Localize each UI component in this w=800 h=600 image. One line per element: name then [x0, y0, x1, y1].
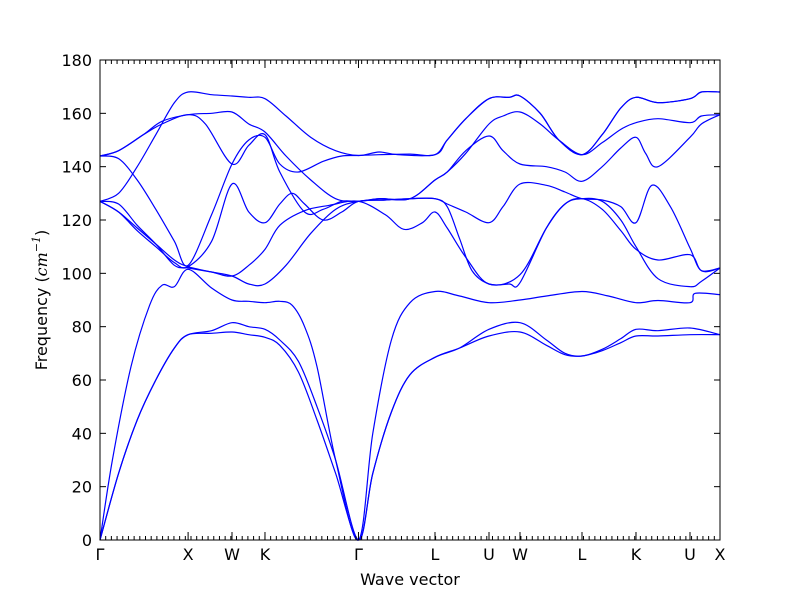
band-lines — [99, 90, 721, 541]
x-tick-label: K — [631, 545, 642, 564]
band-line-9 — [99, 110, 721, 203]
y-tick-label: 100 — [61, 264, 92, 283]
x-tick-label: X — [715, 545, 726, 564]
y-tick-label: 40 — [72, 424, 92, 443]
y-axis-ticks: 0 20 40 60 80 100 120 140 160 180 — [61, 51, 720, 550]
y-axis-label: Frequency (cm−1) — [30, 230, 51, 371]
band-line-6 — [99, 197, 721, 288]
band-line-10 — [99, 90, 721, 202]
y-tick-label: 20 — [72, 478, 92, 497]
band-line-1 — [99, 330, 721, 541]
x-tick-label: K — [260, 545, 271, 564]
x-tick-label: W — [512, 545, 528, 564]
x-tick-label: X — [183, 545, 194, 564]
y-tick-label: 180 — [61, 51, 92, 70]
band-line-8 — [99, 114, 721, 216]
y-tick-label: 120 — [61, 211, 92, 230]
y-tick-label: 140 — [61, 158, 92, 177]
band-line-2 — [99, 321, 721, 541]
y-axis-label-unit: cm — [32, 252, 51, 276]
x-tick-label: L — [431, 545, 440, 564]
x-tick-label: U — [483, 545, 495, 564]
x-tick-label: Γ — [354, 545, 363, 564]
y-axis-label-text: Frequency ( — [32, 276, 51, 370]
y-tick-label: 80 — [72, 318, 92, 337]
band-line-4 — [99, 197, 721, 286]
y-axis-label-exp: −1 — [30, 236, 43, 252]
y-tick-label: 0 — [82, 531, 92, 550]
x-tick-label: W — [224, 545, 240, 564]
plot-frame — [99, 59, 721, 541]
y-axis-label-close: ) — [32, 230, 51, 236]
band-line-3 — [99, 268, 721, 541]
x-axis-label: Wave vector — [360, 570, 460, 589]
x-tick-label: Γ — [96, 545, 105, 564]
y-tick-label: 160 — [61, 104, 92, 123]
y-tick-label: 60 — [72, 371, 92, 390]
x-tick-label: L — [578, 545, 587, 564]
x-tick-label: U — [684, 545, 696, 564]
